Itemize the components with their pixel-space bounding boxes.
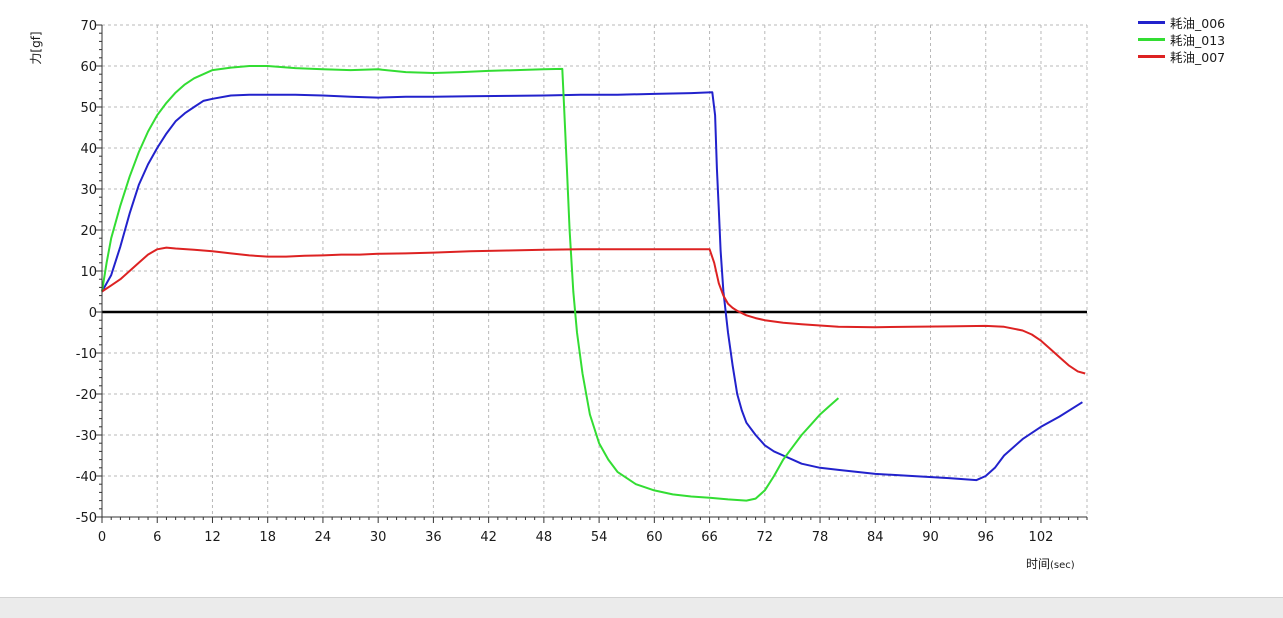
legend-item-006: 耗油_006: [1138, 14, 1225, 31]
x-tick-label: 6: [153, 530, 161, 545]
legend-swatch: [1138, 21, 1165, 24]
x-tick-label: 18: [259, 530, 276, 545]
legend-item-013: 耗油_013: [1138, 31, 1225, 48]
x-axis-title-unit: (sec): [1050, 560, 1075, 571]
x-tick-label: 0: [98, 530, 106, 545]
y-tick-label: -10: [76, 347, 97, 362]
x-tick-label: 24: [315, 530, 332, 545]
y-tick-label: 40: [80, 142, 97, 157]
series-group: [101, 65, 1086, 502]
legend-label: 耗油_007: [1170, 50, 1226, 65]
x-tick-label: 36: [425, 530, 442, 545]
legend-label: 耗油_013: [1170, 33, 1226, 48]
y-tick-label: -20: [76, 388, 97, 403]
series-line-1: [101, 91, 1083, 482]
y-axis-title: 力[gf]: [29, 31, 43, 64]
legend-swatch: [1138, 55, 1165, 58]
x-tick-label: 48: [536, 530, 553, 545]
x-tick-label: 12: [204, 530, 221, 545]
x-tick-label: 54: [591, 530, 608, 545]
x-tick-label: 78: [812, 530, 829, 545]
grid: [102, 24, 1088, 518]
series-line-2: [101, 65, 840, 502]
x-tick-label: 42: [480, 530, 497, 545]
x-tick-label: 30: [370, 530, 387, 545]
y-tick-label: 10: [80, 265, 97, 280]
series-line-3: [101, 246, 1086, 375]
x-tick-label: 60: [646, 530, 663, 545]
y-tick-label: 70: [80, 19, 97, 34]
axes: [96, 24, 1088, 523]
y-tick-label: -30: [76, 429, 97, 444]
legend-swatch: [1138, 38, 1165, 41]
x-axis-title-text: 时间: [1026, 557, 1050, 571]
legend: 耗油_006 耗油_013 耗油_007: [1138, 14, 1225, 65]
x-tick-label: 66: [701, 530, 718, 545]
x-tick-label: 96: [977, 530, 994, 545]
y-tick-label: 60: [80, 60, 97, 75]
x-tick-label: 72: [757, 530, 774, 545]
x-tick-label: 84: [867, 530, 884, 545]
y-tick-label: -40: [76, 470, 97, 485]
x-axis-title: 时间(sec): [1026, 557, 1075, 571]
y-tick-label: 50: [80, 101, 97, 116]
window-status-bar: [0, 597, 1283, 618]
y-tick-label: 0: [89, 306, 97, 321]
y-tick-label: -50: [76, 511, 97, 526]
y-tick-label: 20: [80, 224, 97, 239]
y-tick-label: 30: [80, 183, 97, 198]
legend-label: 耗油_006: [1170, 16, 1226, 31]
x-tick-label: 90: [922, 530, 939, 545]
x-tick-label: 102: [1029, 530, 1054, 545]
legend-item-007: 耗油_007: [1138, 48, 1225, 65]
